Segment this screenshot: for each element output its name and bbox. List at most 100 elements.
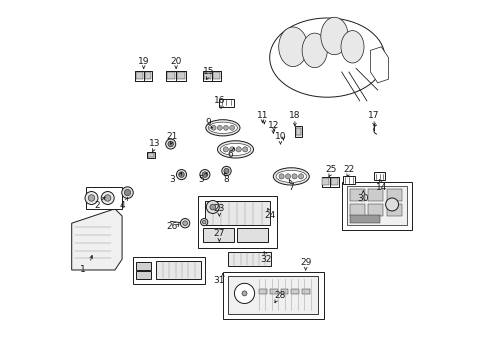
Text: 31: 31 xyxy=(213,276,224,285)
Circle shape xyxy=(385,198,398,211)
Circle shape xyxy=(165,139,175,149)
Bar xyxy=(203,71,220,81)
Bar xyxy=(342,176,354,184)
Text: 16: 16 xyxy=(213,96,224,105)
Text: 30: 30 xyxy=(357,194,368,202)
Ellipse shape xyxy=(273,168,309,185)
Circle shape xyxy=(223,147,228,152)
Circle shape xyxy=(222,166,231,176)
Bar xyxy=(135,71,152,81)
Bar xyxy=(341,182,411,230)
Bar xyxy=(166,71,185,81)
Polygon shape xyxy=(370,47,387,83)
Ellipse shape xyxy=(208,122,237,134)
Bar xyxy=(203,71,212,81)
Bar xyxy=(136,72,142,79)
Bar xyxy=(349,215,380,223)
Ellipse shape xyxy=(278,27,307,67)
Text: 25: 25 xyxy=(325,165,336,174)
Circle shape xyxy=(202,220,205,224)
Text: 27: 27 xyxy=(213,230,224,238)
Bar xyxy=(228,276,318,314)
Bar xyxy=(373,172,384,180)
Text: 11: 11 xyxy=(256,111,268,120)
Bar xyxy=(133,257,204,284)
Circle shape xyxy=(211,125,216,130)
Circle shape xyxy=(229,125,234,130)
Ellipse shape xyxy=(269,18,384,97)
Bar xyxy=(228,252,271,266)
Bar xyxy=(321,177,338,187)
Bar xyxy=(367,189,383,201)
Circle shape xyxy=(167,141,173,147)
Bar xyxy=(321,177,329,187)
Circle shape xyxy=(217,125,222,130)
Circle shape xyxy=(285,174,290,179)
Text: 26: 26 xyxy=(166,222,178,231)
Bar xyxy=(280,289,288,294)
Text: 7: 7 xyxy=(288,183,294,192)
Bar xyxy=(302,289,309,294)
Bar xyxy=(322,178,328,185)
Circle shape xyxy=(298,174,303,179)
Circle shape xyxy=(176,170,186,180)
Circle shape xyxy=(223,125,228,130)
Bar xyxy=(346,186,406,225)
Bar xyxy=(329,177,338,187)
Text: 19: 19 xyxy=(138,57,149,66)
Bar xyxy=(135,71,143,81)
Circle shape xyxy=(183,221,187,225)
Bar xyxy=(203,228,233,242)
Bar xyxy=(177,72,184,79)
Bar xyxy=(176,71,185,81)
Circle shape xyxy=(229,147,234,152)
Bar xyxy=(291,289,299,294)
Bar xyxy=(143,71,152,81)
Circle shape xyxy=(242,291,246,296)
Circle shape xyxy=(180,219,189,228)
Circle shape xyxy=(88,195,95,201)
Bar xyxy=(197,196,276,248)
Circle shape xyxy=(242,147,247,152)
Bar xyxy=(136,271,151,279)
Circle shape xyxy=(85,192,98,204)
Text: 14: 14 xyxy=(375,183,386,192)
Bar xyxy=(146,152,155,158)
Text: 3: 3 xyxy=(169,175,175,184)
Circle shape xyxy=(224,168,228,174)
Bar xyxy=(237,228,267,242)
Text: 23: 23 xyxy=(213,204,224,213)
Bar xyxy=(166,71,176,81)
Bar xyxy=(148,153,153,157)
Circle shape xyxy=(104,195,111,201)
Bar xyxy=(86,187,122,209)
Ellipse shape xyxy=(302,33,326,68)
Bar xyxy=(156,261,201,279)
Bar xyxy=(269,289,277,294)
Ellipse shape xyxy=(220,143,250,156)
Circle shape xyxy=(124,189,130,196)
Text: 8: 8 xyxy=(223,175,229,184)
Ellipse shape xyxy=(275,170,306,183)
Bar xyxy=(167,72,175,79)
Text: 10: 10 xyxy=(274,132,285,141)
Circle shape xyxy=(101,192,114,204)
Bar xyxy=(295,128,301,135)
Text: 24: 24 xyxy=(264,211,275,220)
Ellipse shape xyxy=(340,31,363,63)
Circle shape xyxy=(291,174,297,179)
Text: 15: 15 xyxy=(203,68,214,77)
Bar xyxy=(294,126,302,137)
Text: 2: 2 xyxy=(94,201,100,210)
Bar xyxy=(213,72,220,79)
Text: 9: 9 xyxy=(205,118,211,127)
Bar xyxy=(386,189,401,201)
Circle shape xyxy=(178,172,184,177)
Circle shape xyxy=(122,187,133,198)
Bar xyxy=(204,201,269,225)
Text: 28: 28 xyxy=(274,291,285,300)
Bar xyxy=(330,178,337,185)
Circle shape xyxy=(200,219,207,226)
Bar xyxy=(349,204,364,216)
Bar xyxy=(367,204,383,216)
